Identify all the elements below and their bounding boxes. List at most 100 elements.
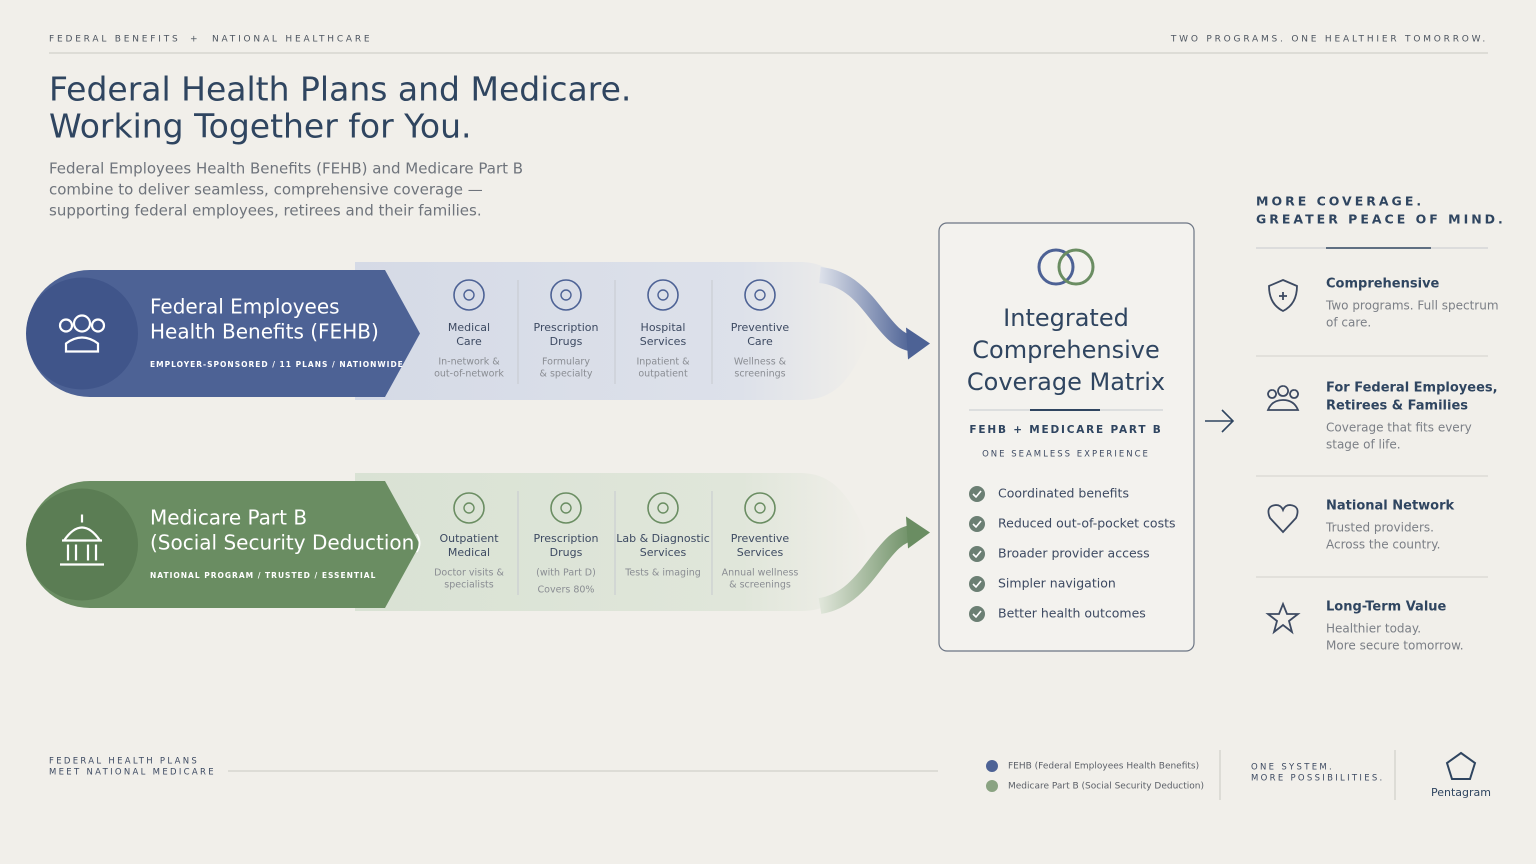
benefit-title: Comprehensive <box>1326 277 1440 292</box>
service-icon-glyph <box>657 289 669 301</box>
service-desc: & screenings <box>729 580 791 591</box>
footer-motto: MORE POSSIBILITIES. <box>1251 774 1385 784</box>
checklist-item: Reduced out-of-pocket costs <box>998 516 1176 531</box>
benefit-desc: More secure tomorrow. <box>1326 639 1464 653</box>
subtitle: supporting federal employees, retirees a… <box>49 202 482 220</box>
service-icon <box>744 279 776 311</box>
check-icon <box>969 546 985 562</box>
checklist-item: Simpler navigation <box>998 576 1116 591</box>
check-mark <box>972 610 982 619</box>
check-mark <box>972 580 982 589</box>
benefit-desc: stage of life. <box>1326 438 1401 452</box>
check-icon <box>969 606 985 622</box>
service-name: Prescription <box>534 532 599 545</box>
service-band <box>355 473 870 611</box>
footer-tagline: MEET NATIONAL MEDICARE <box>49 768 216 778</box>
service-name: Care <box>747 335 773 348</box>
service-icon <box>453 492 485 524</box>
service-desc: out-of-network <box>434 369 504 380</box>
service-name: Care <box>456 335 482 348</box>
brand-name: Pentagram <box>1431 786 1491 799</box>
program-name: Federal Employees <box>150 295 340 319</box>
check-icon <box>969 486 985 502</box>
service-name: Outpatient <box>439 532 499 545</box>
header-left: NATIONAL HEALTHCARE <box>212 35 372 45</box>
service-desc: Tests & imaging <box>624 568 701 579</box>
benefit-title: National Network <box>1326 499 1455 514</box>
service-name: Prescription <box>534 321 599 334</box>
program-tags: EMPLOYER-SPONSORED / 11 PLANS / NATIONWI… <box>150 360 404 369</box>
brand-logo <box>1445 751 1477 780</box>
service-desc: Annual wellness <box>722 568 799 579</box>
icon-part <box>1268 279 1298 313</box>
service-name: Drugs <box>550 546 583 559</box>
header-left: FEDERAL BENEFITS <box>49 35 181 45</box>
service-name: Preventive <box>731 321 790 334</box>
program-icon <box>58 314 106 353</box>
icon-part <box>1265 601 1301 635</box>
check-mark <box>972 490 982 499</box>
benefit-desc: of care. <box>1326 316 1371 330</box>
flow-arrow <box>818 524 917 614</box>
service-icon <box>453 279 485 311</box>
legend-label: Medicare Part B (Social Security Deducti… <box>1008 782 1204 792</box>
program-icon <box>60 514 104 566</box>
check-icon <box>969 516 985 532</box>
service-icon-glyph <box>463 289 475 301</box>
service-desc: & specialty <box>540 369 593 380</box>
service-desc: Doctor visits & <box>434 568 504 579</box>
matrix-title: Comprehensive <box>972 336 1160 364</box>
service-icon-glyph <box>754 289 766 301</box>
benefit-icon <box>1265 601 1301 635</box>
legend-dot <box>986 780 998 792</box>
icon-part <box>90 318 106 333</box>
connector-arrow <box>1205 409 1235 433</box>
program-tags: NATIONAL PROGRAM / TRUSTED / ESSENTIAL <box>150 571 376 580</box>
benefit-icon <box>1267 504 1299 534</box>
service-icon <box>647 492 679 524</box>
service-desc: Inpatient & <box>636 357 690 368</box>
benefit-desc: Two programs. Full spectrum <box>1325 299 1499 313</box>
service-name: Preventive <box>731 532 790 545</box>
legend-label: FEHB (Federal Employees Health Benefits) <box>1008 762 1199 772</box>
service-icon-glyph <box>754 502 766 514</box>
header-right: TWO PROGRAMS. ONE HEALTHIER TOMORROW. <box>1170 35 1488 45</box>
program-name: (Social Security Deduction) <box>150 531 422 555</box>
program-icon-bg <box>26 488 138 601</box>
service-icon <box>744 492 776 524</box>
matrix-tagline: ONE SEAMLESS EXPERIENCE <box>982 450 1150 460</box>
benefit-desc: Coverage that fits every <box>1326 421 1472 435</box>
service-name: Medical <box>448 546 490 559</box>
service-desc: outpatient <box>638 369 688 380</box>
program-name: Health Benefits (FEHB) <box>150 320 379 344</box>
arrow-head <box>906 327 930 360</box>
matrix-subtitle: FEHB + MEDICARE PART B <box>969 424 1162 436</box>
benefit-desc: Healthier today. <box>1326 622 1421 636</box>
footer-motto: ONE SYSTEM. <box>1251 763 1334 773</box>
subtitle: combine to deliver seamless, comprehensi… <box>49 181 483 199</box>
benefit-desc: Across the country. <box>1326 538 1440 552</box>
service-name: Services <box>640 546 687 559</box>
check-mark <box>972 520 982 529</box>
service-desc: specialists <box>444 580 493 591</box>
checklist-item: Better health outcomes <box>998 606 1146 621</box>
icon-part <box>1266 385 1300 411</box>
icon-part <box>72 314 92 333</box>
check-icon <box>969 576 985 592</box>
flow-arrow <box>818 267 915 352</box>
benefit-title: For Federal Employees, <box>1326 381 1498 396</box>
title: Federal Health Plans and Medicare. <box>49 70 631 109</box>
service-icon <box>550 279 582 311</box>
benefit-icon <box>1266 385 1300 411</box>
footer-tagline: FEDERAL HEALTH PLANS <box>49 757 199 767</box>
icon-part <box>64 336 100 353</box>
benefits-heading: MORE COVERAGE. <box>1256 194 1424 209</box>
ring <box>1057 248 1095 286</box>
service-icon-glyph <box>657 502 669 514</box>
service-desc: Covers 80% <box>538 585 595 596</box>
service-name: Services <box>737 546 784 559</box>
service-icon <box>550 492 582 524</box>
service-band <box>355 262 870 400</box>
